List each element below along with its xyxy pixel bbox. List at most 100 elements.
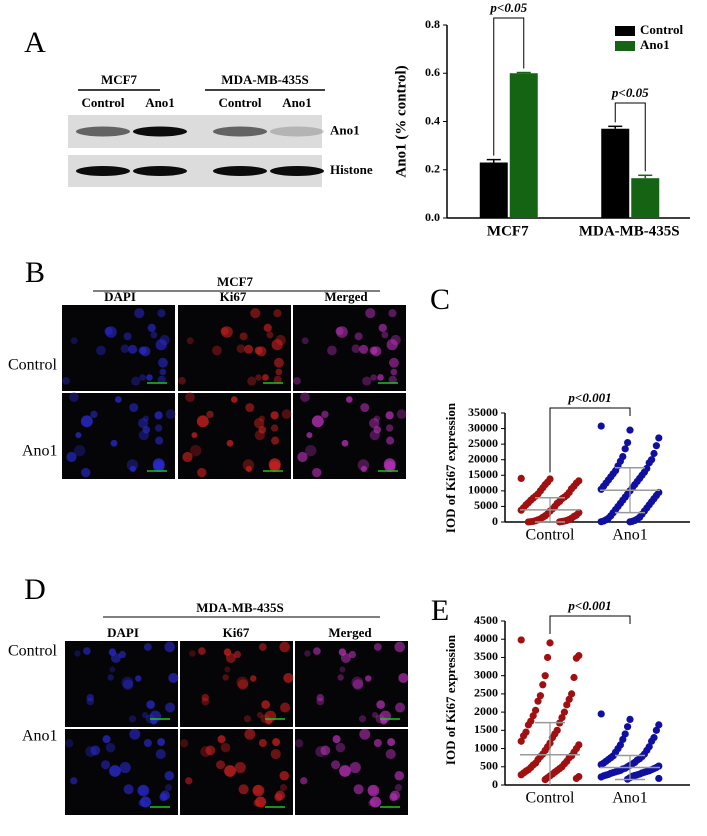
nucleus [119, 761, 131, 774]
y-tick-label: 25000 [468, 436, 498, 450]
dot [534, 697, 542, 705]
nucleus [157, 309, 166, 318]
nucleus [332, 735, 341, 744]
nucleus [120, 344, 130, 353]
nucleus [386, 436, 395, 445]
column-header: Ki67 [220, 289, 247, 304]
bar [601, 128, 630, 218]
nucleus [331, 760, 341, 770]
nucleus [191, 432, 198, 439]
dot [546, 639, 554, 647]
nucleus [157, 738, 166, 746]
nucleus [281, 409, 292, 420]
nucleus [378, 323, 387, 332]
y-tick-label: 0 [492, 514, 498, 528]
nucleus [108, 648, 117, 656]
nucleus [360, 465, 367, 472]
nucleus [258, 643, 267, 651]
dot [655, 434, 663, 442]
dot [517, 771, 525, 779]
y-tick-label: 5000 [474, 498, 498, 512]
nucleus [224, 666, 231, 673]
dot [624, 723, 632, 731]
dot [621, 730, 629, 738]
nucleus [389, 793, 398, 802]
nucleus [297, 451, 308, 463]
nucleus [128, 715, 137, 723]
dot [597, 422, 605, 430]
nucleus [69, 392, 79, 402]
nucleus [370, 374, 377, 381]
dot [560, 708, 569, 716]
dot [597, 760, 605, 769]
nucleus [165, 409, 176, 420]
nucleus [261, 700, 270, 709]
nucleus [118, 650, 127, 659]
nucleus [275, 334, 286, 346]
dot [626, 518, 634, 526]
nucleus [152, 458, 165, 471]
nucleus [274, 793, 283, 802]
lane-label: Control [218, 95, 261, 110]
nucleus [154, 411, 163, 420]
nucleus [66, 451, 77, 463]
nucleus [70, 337, 78, 345]
nucleus [268, 458, 281, 471]
nucleus [159, 334, 170, 346]
column-header: Ki67 [223, 625, 250, 640]
nucleus [186, 337, 194, 345]
nucleus [239, 332, 248, 341]
nucleus [110, 439, 118, 447]
panel-title: MDA-MB-435S [196, 600, 283, 615]
nucleus [250, 675, 257, 682]
nucleus [252, 785, 263, 796]
blot-band [133, 166, 187, 176]
nucleus [138, 799, 146, 807]
nucleus [154, 424, 163, 432]
panel-title: MCF7 [217, 274, 254, 289]
nucleus [83, 647, 91, 655]
nucleus [320, 745, 331, 756]
nucleus [70, 777, 78, 785]
nucleus [75, 432, 82, 439]
nucleus [300, 777, 308, 785]
nucleus [385, 424, 394, 432]
nucleus [62, 376, 70, 385]
nucleus [220, 742, 231, 753]
dot [565, 695, 573, 703]
dot [570, 673, 578, 682]
nucleus [137, 785, 148, 796]
y-tick-label: 0.4 [425, 113, 440, 127]
nucleus [216, 760, 226, 770]
dot [650, 449, 658, 458]
nucleus [339, 765, 351, 777]
nucleus [338, 648, 347, 656]
nucleus [131, 376, 141, 386]
nucleus [371, 346, 382, 357]
nucleus [129, 728, 141, 740]
dot [524, 721, 533, 729]
dot [524, 518, 533, 526]
panel-label: D [24, 573, 46, 606]
nucleus [274, 357, 284, 368]
y-tick-label: 0.0 [425, 210, 440, 224]
nucleus [137, 417, 149, 429]
nucleus [212, 345, 222, 356]
nucleus [263, 323, 272, 332]
dot [532, 706, 540, 714]
nucleus [146, 374, 153, 381]
nucleus [358, 715, 367, 723]
nucleus [304, 650, 311, 657]
nucleus [349, 761, 361, 774]
x-tick-label: MDA-MB-435S [579, 223, 680, 239]
dot [517, 474, 525, 482]
nucleus [385, 411, 394, 420]
y-tick-label: 20000 [468, 451, 498, 465]
nucleus [147, 323, 156, 332]
nucleus [143, 738, 152, 747]
blot-band [270, 126, 324, 137]
y-tick-label: 3000 [474, 667, 498, 681]
nucleus [396, 409, 407, 420]
nucleus [238, 784, 249, 795]
